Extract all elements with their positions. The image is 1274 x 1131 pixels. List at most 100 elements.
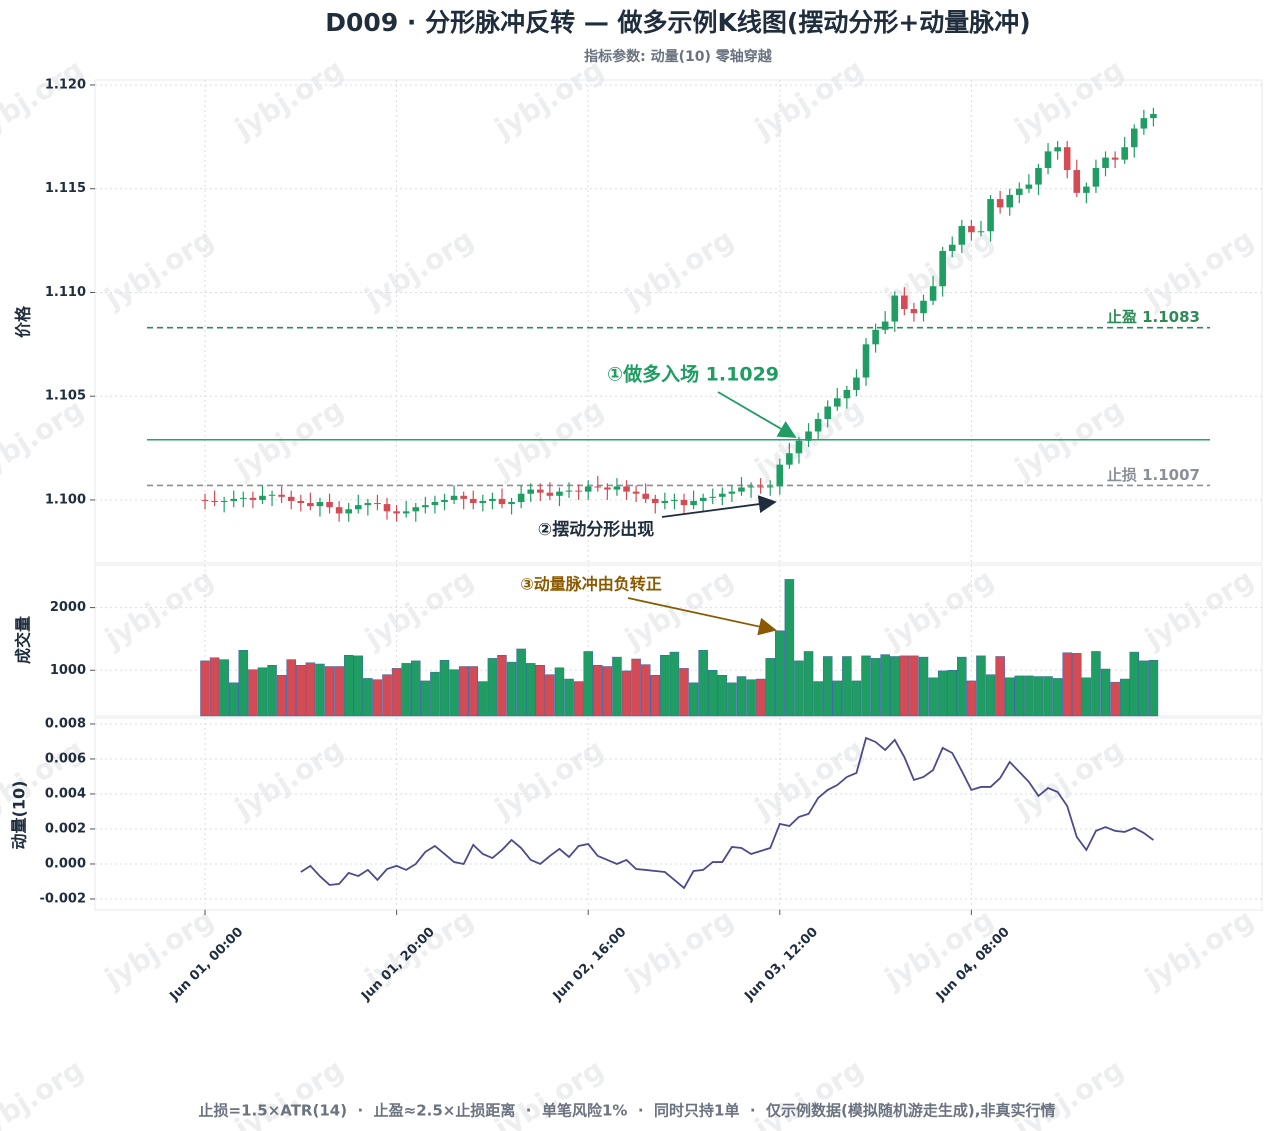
candle-body bbox=[479, 500, 487, 504]
volume-bar bbox=[612, 656, 622, 717]
volume-bar bbox=[640, 664, 651, 717]
watermark: jybj.org bbox=[98, 903, 219, 996]
annotation: ③动量脉冲由负转正 bbox=[520, 575, 662, 594]
volume-bar bbox=[851, 680, 862, 717]
candle-body bbox=[910, 309, 918, 314]
candle-body bbox=[939, 250, 946, 287]
candle-body bbox=[240, 497, 247, 499]
volume-bar bbox=[545, 674, 555, 717]
volume-bar bbox=[276, 675, 287, 717]
volume-bar bbox=[238, 649, 249, 717]
watermark: jybj.org bbox=[228, 733, 349, 826]
volume-bar bbox=[593, 664, 603, 717]
candle-body bbox=[805, 431, 812, 441]
volume-bar bbox=[631, 658, 641, 717]
volume-bar bbox=[449, 669, 459, 717]
volume-bar bbox=[957, 656, 967, 717]
watermark: jybj.org bbox=[618, 223, 739, 316]
candle-body bbox=[297, 500, 305, 504]
y-axis-label: 动量(10) bbox=[10, 781, 29, 850]
y-tick-label: 1000 bbox=[50, 663, 86, 678]
candle-body bbox=[517, 493, 525, 503]
volume-bar bbox=[296, 664, 306, 717]
candle-body bbox=[259, 495, 266, 500]
volume-bar bbox=[660, 654, 670, 717]
volume-bar bbox=[209, 657, 220, 717]
volume-bar bbox=[430, 671, 440, 717]
volume-bar bbox=[439, 659, 450, 717]
volume-bar bbox=[1148, 659, 1159, 717]
volume-bar bbox=[1004, 677, 1015, 717]
candle-body bbox=[345, 509, 352, 514]
watermark: jybj.org bbox=[0, 53, 89, 146]
candle-body bbox=[431, 502, 439, 506]
volume-bar bbox=[411, 660, 421, 717]
candle-body bbox=[211, 500, 218, 503]
volume-bar bbox=[813, 681, 823, 717]
candle-body bbox=[460, 495, 467, 499]
annotation: ②摆动分形出现 bbox=[538, 519, 654, 540]
volume-bar bbox=[573, 681, 584, 717]
candle-body bbox=[1111, 157, 1119, 160]
candle-body bbox=[354, 505, 362, 510]
volume-bar bbox=[1081, 677, 1092, 717]
volume-bar bbox=[822, 656, 833, 717]
candle-body bbox=[450, 495, 458, 500]
volume-bar bbox=[621, 670, 632, 717]
volume-bar bbox=[698, 649, 708, 717]
y-tick-label: 1.120 bbox=[45, 77, 86, 92]
candle-body bbox=[766, 486, 774, 488]
volume-bar bbox=[497, 654, 507, 717]
volume-bar bbox=[899, 655, 910, 717]
candle-body bbox=[584, 486, 592, 492]
watermark: jybj.org bbox=[878, 563, 999, 656]
annotation-arrow bbox=[661, 495, 777, 518]
volume-bar bbox=[248, 669, 258, 717]
watermark: jybj.org bbox=[488, 733, 609, 826]
candle-body bbox=[374, 503, 381, 505]
volume-bar bbox=[746, 679, 756, 717]
volume-bar bbox=[506, 661, 517, 717]
volume-bar bbox=[909, 655, 919, 717]
candle-body bbox=[920, 300, 927, 314]
candle-body bbox=[948, 244, 956, 251]
candle-body bbox=[651, 498, 659, 504]
candle-body bbox=[383, 504, 391, 512]
candle-body bbox=[901, 295, 908, 310]
watermark: jybj.org bbox=[0, 1053, 89, 1131]
volume-bar bbox=[478, 681, 488, 717]
volume-bar bbox=[650, 675, 661, 717]
candle-body bbox=[833, 398, 841, 407]
y-tick-label: 0.008 bbox=[45, 716, 86, 731]
volume-bar bbox=[1062, 652, 1072, 717]
watermark: jybj.org bbox=[1138, 903, 1259, 996]
watermark: jybj.org bbox=[748, 53, 869, 146]
candle-body bbox=[556, 491, 563, 496]
volume-bar bbox=[324, 666, 335, 717]
volume-bar bbox=[1119, 678, 1130, 717]
candle-body bbox=[441, 499, 448, 503]
volume-bar bbox=[1091, 651, 1101, 717]
volume-bar bbox=[1014, 675, 1025, 717]
candle-body bbox=[1016, 188, 1023, 195]
volume-bar bbox=[343, 654, 354, 717]
candle-body bbox=[987, 199, 994, 232]
y-tick-label: 1.115 bbox=[45, 181, 86, 196]
volume-bar bbox=[861, 655, 871, 717]
watermark: jybj.org bbox=[1138, 223, 1259, 316]
candle-body bbox=[1063, 147, 1071, 171]
candle-body bbox=[364, 503, 372, 506]
volume-bar bbox=[1139, 660, 1149, 717]
watermark: jybj.org bbox=[358, 223, 479, 316]
candle-body bbox=[316, 502, 324, 507]
volume-bar bbox=[525, 663, 536, 717]
volume-bar bbox=[516, 648, 526, 717]
candle-body bbox=[335, 507, 343, 514]
candle-body bbox=[853, 377, 860, 390]
candle-body bbox=[604, 487, 611, 490]
volume-bar bbox=[1129, 651, 1140, 717]
candle-body bbox=[594, 486, 602, 488]
x-tick-label: Jun 03, 12:00 bbox=[741, 925, 821, 1005]
volume-bar bbox=[937, 670, 948, 717]
candle-body bbox=[1054, 147, 1061, 152]
